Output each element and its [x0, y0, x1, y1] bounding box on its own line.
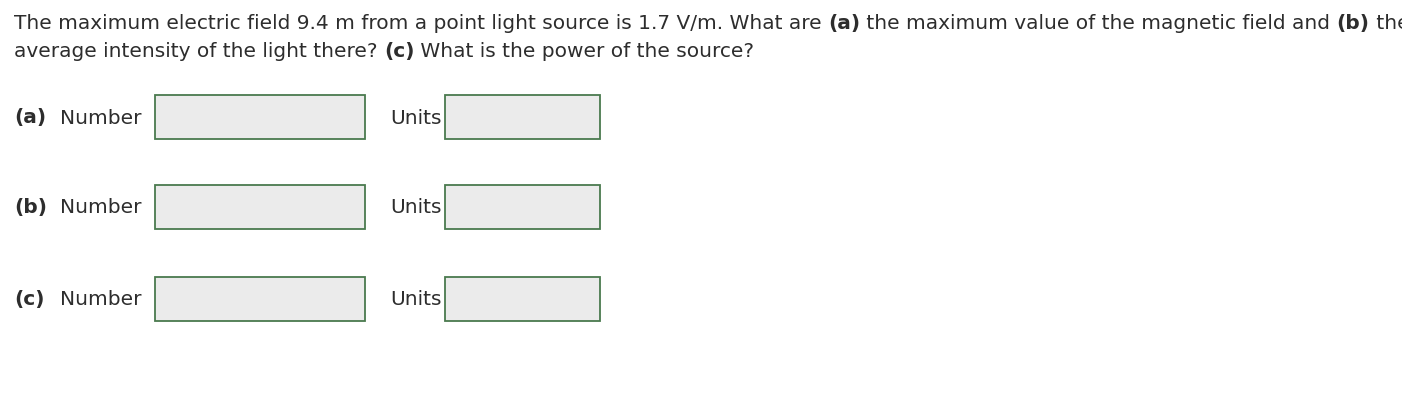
Bar: [156, 185, 365, 230]
Text: (a): (a): [14, 108, 46, 127]
Text: Number: Number: [60, 198, 142, 217]
Text: (a): (a): [829, 14, 859, 33]
Text: (b): (b): [1336, 14, 1370, 33]
Text: The maximum electric field 9.4 m from a point light source is 1.7 V/m. What are: The maximum electric field 9.4 m from a …: [14, 14, 829, 33]
Text: (c): (c): [384, 42, 415, 61]
Text: (c): (c): [14, 290, 45, 309]
Bar: [156, 96, 365, 140]
Text: the: the: [1370, 14, 1402, 33]
Bar: [444, 96, 600, 140]
Bar: [444, 185, 600, 230]
Bar: [156, 277, 365, 321]
Text: Number: Number: [60, 108, 142, 127]
Text: Number: Number: [60, 290, 142, 309]
Text: Units: Units: [390, 290, 442, 309]
Text: What is the power of the source?: What is the power of the source?: [415, 42, 754, 61]
Bar: [444, 277, 600, 321]
Text: average intensity of the light there?: average intensity of the light there?: [14, 42, 384, 61]
Text: the maximum value of the magnetic field and: the maximum value of the magnetic field …: [859, 14, 1336, 33]
Text: Units: Units: [390, 108, 442, 127]
Text: (b): (b): [14, 198, 48, 217]
Text: Units: Units: [390, 198, 442, 217]
